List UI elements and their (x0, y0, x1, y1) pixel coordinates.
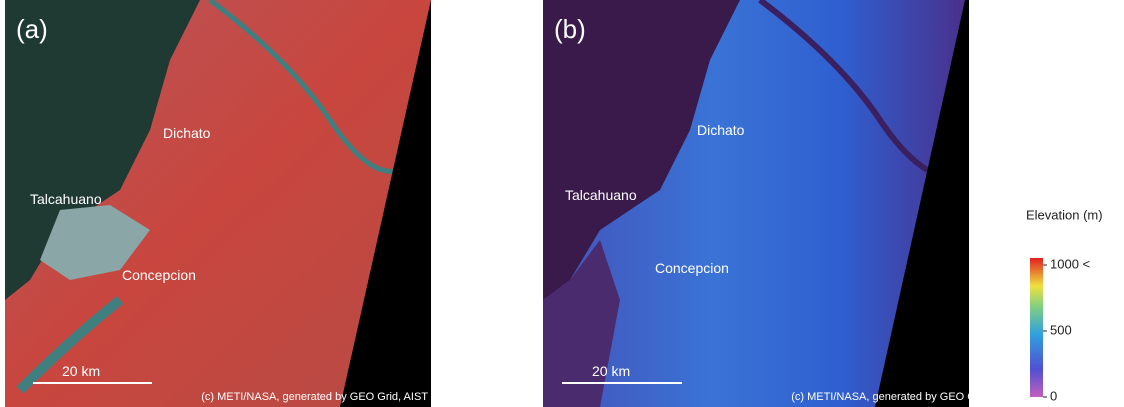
tick-label: 1000 < (1050, 256, 1090, 271)
credit: (c) METI/NASA, generated by GEO Grid, AI… (201, 391, 428, 403)
legend: Elevation (m) 1000 < 500 0 (1026, 207, 1103, 403)
place-label: Concepcion (122, 267, 196, 283)
place-label: Talcahuano (30, 191, 102, 207)
figure: (a) Dichato Talcahuano Concepcion 20 km … (0, 0, 1124, 407)
panel-label: (b) (554, 14, 586, 44)
tick-label: 500 (1050, 322, 1072, 337)
legend-title: Elevation (m) (1026, 207, 1103, 222)
panel-a: (a) Dichato Talcahuano Concepcion 20 km … (5, 0, 431, 407)
place-label: Talcahuano (565, 187, 637, 203)
panel-label: (a) (16, 14, 48, 44)
scale-label: 20 km (62, 363, 100, 379)
place-label: Dichato (163, 125, 211, 141)
panel-b: (b) Dichato Talcahuano Concepcion 20 km … (543, 0, 1018, 407)
colorbar (1030, 258, 1043, 397)
tick-label: 0 (1050, 388, 1057, 403)
credit: (c) METI/NASA, generated by GEO Grid, AI… (791, 391, 1018, 403)
scale-label: 20 km (592, 363, 630, 379)
place-label: Concepcion (655, 260, 729, 276)
place-label: Dichato (697, 122, 745, 138)
